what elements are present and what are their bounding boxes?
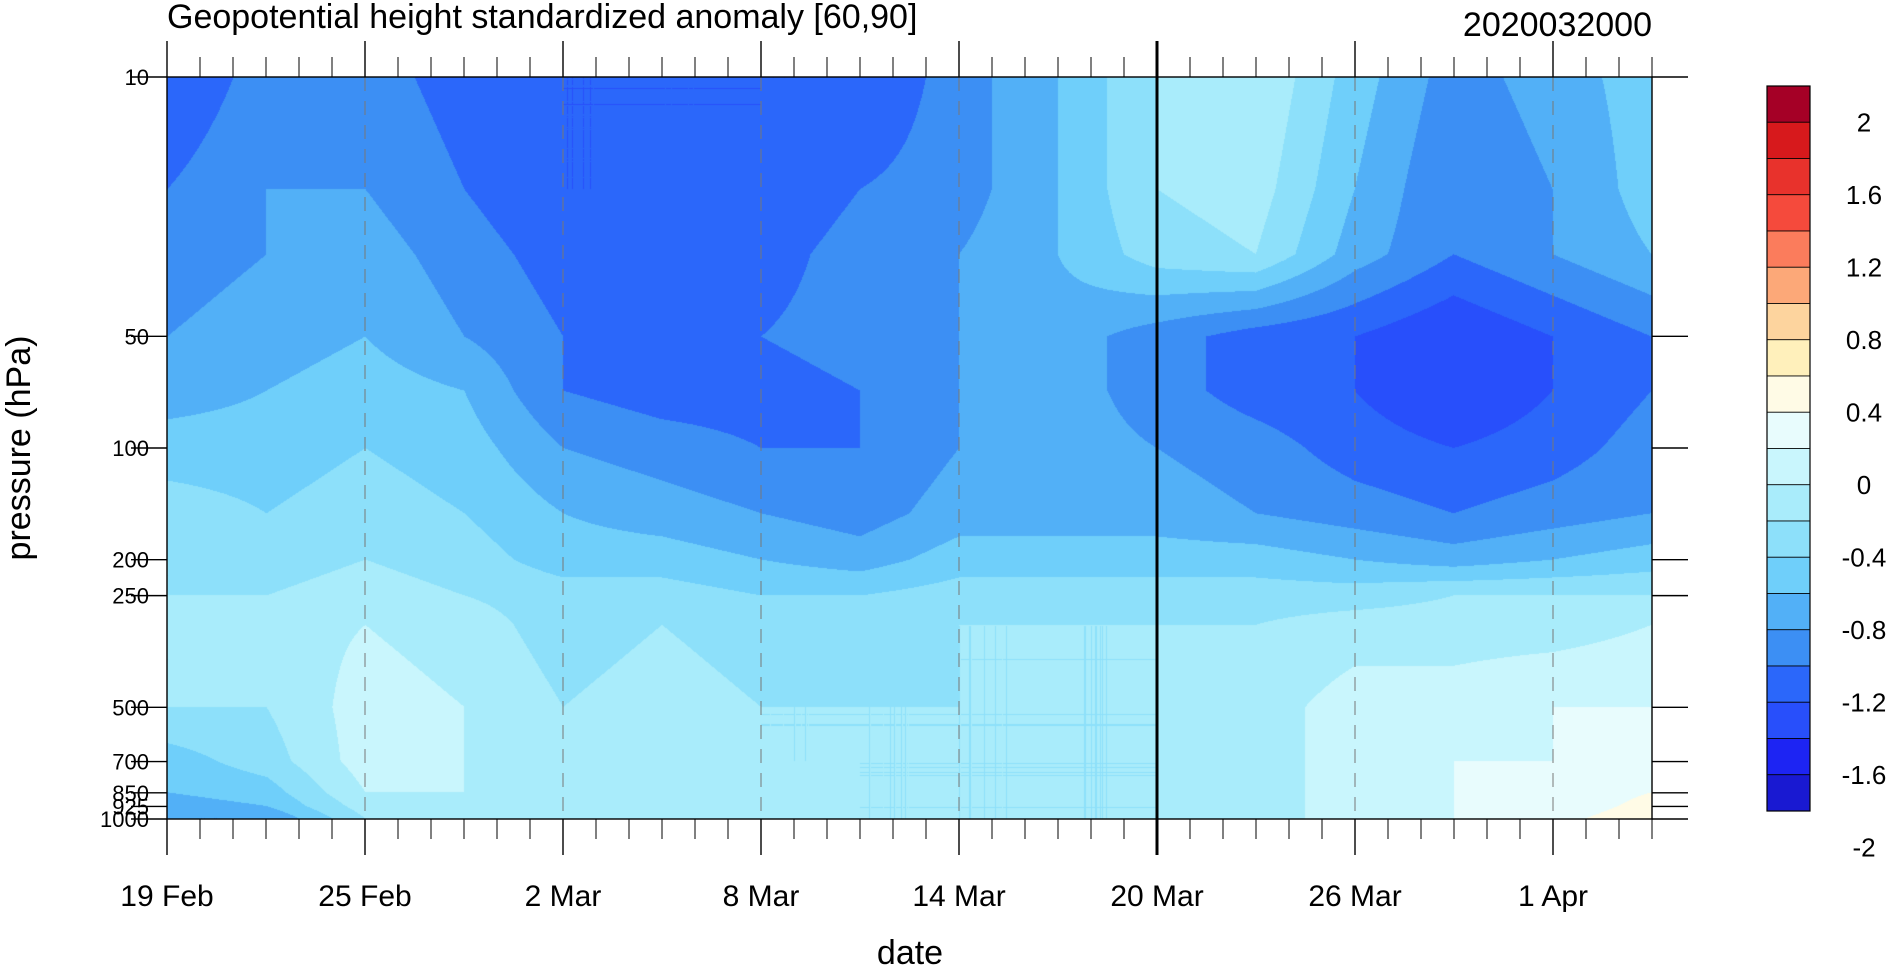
colorbar-label: 1.6 xyxy=(1846,180,1882,210)
colorbar-label: -1.2 xyxy=(1842,687,1887,717)
x-axis-label: date xyxy=(877,934,943,969)
date-tick-label: 2 Mar xyxy=(525,880,602,913)
colorbar-label: 0 xyxy=(1857,470,1871,500)
colorbar-swatch xyxy=(1766,158,1811,196)
y-axis-label: pressure (hPa) xyxy=(0,336,38,561)
colorbar-swatch xyxy=(1766,665,1811,703)
pressure-tick-label: 250 xyxy=(112,584,149,609)
pressure-tick-label: 100 xyxy=(112,436,149,461)
date-tick-label: 20 Mar xyxy=(1110,880,1203,913)
date-tick-label: 1 Apr xyxy=(1518,880,1588,913)
colorbar-swatch xyxy=(1766,85,1811,123)
colorbar-swatch xyxy=(1766,448,1811,486)
colorbar-swatch xyxy=(1766,629,1811,667)
colorbar-swatch xyxy=(1766,520,1811,558)
pressure-tick-label: 50 xyxy=(125,324,149,349)
date-tick-label: 26 Mar xyxy=(1308,880,1401,913)
date-gridlines xyxy=(166,77,1554,819)
pressure-tick-label: 500 xyxy=(112,695,149,720)
chart-date-stamp: 2020032000 xyxy=(1463,6,1652,44)
colorbar-label: -2 xyxy=(1852,832,1875,862)
colorbar-swatch xyxy=(1766,484,1811,522)
colorbar-label: -0.8 xyxy=(1842,615,1887,645)
pressure-tick-label: 700 xyxy=(112,750,149,775)
date-ticks xyxy=(166,41,1554,855)
colorbar-label: -1.6 xyxy=(1842,760,1887,790)
colorbar-labels: 2 1.6 1.2 0.8 0.4 0 -0.4 -0.8 -1.2 -1.6 -2 xyxy=(1842,107,1887,862)
pressure-tick-label: 1000 xyxy=(100,807,149,832)
date-tick-label: 14 Mar xyxy=(912,880,1005,913)
pressure-tick-label: 200 xyxy=(112,548,149,573)
colorbar-swatch xyxy=(1766,701,1811,739)
colorbar-swatch xyxy=(1766,339,1811,377)
colorbar-swatch xyxy=(1766,194,1811,232)
plot-area xyxy=(131,41,1688,855)
colorbar xyxy=(1766,85,1811,812)
colorbar-swatch xyxy=(1766,593,1811,631)
colorbar-swatch xyxy=(1766,230,1811,268)
colorbar-swatch xyxy=(1766,121,1811,159)
colorbar-label: 1.2 xyxy=(1846,252,1882,282)
pressure-tick-label: 10 xyxy=(125,65,149,90)
colorbar-frame xyxy=(1766,85,1811,812)
date-tick-labels: 19 Feb 25 Feb 2 Mar 8 Mar 14 Mar 20 Mar 26 Mar… xyxy=(120,880,1588,913)
pressure-tick-label: 925 xyxy=(112,794,149,819)
colorbar-label: -0.4 xyxy=(1842,542,1887,572)
colorbar-swatch xyxy=(1766,774,1811,812)
date-minor-ticks xyxy=(199,57,1653,839)
date-tick-label: 19 Feb xyxy=(120,880,213,913)
contour-fill xyxy=(167,77,1652,819)
colorbar-swatch xyxy=(1766,411,1811,449)
colorbar-swatch xyxy=(1766,303,1811,341)
pressure-ticks xyxy=(131,76,1688,820)
colorbar-label: 0.4 xyxy=(1846,397,1882,427)
date-tick-label: 8 Mar xyxy=(723,880,800,913)
colorbar-swatch xyxy=(1766,738,1811,776)
colorbar-swatch xyxy=(1766,266,1811,304)
date-tick-label: 25 Feb xyxy=(318,880,411,913)
chart-title: Geopotential height standardized anomaly… xyxy=(167,0,917,36)
colorbar-label: 0.8 xyxy=(1846,325,1882,355)
colorbar-swatch xyxy=(1766,556,1811,594)
colorbar-label: 2 xyxy=(1857,107,1871,137)
colorbar-swatch xyxy=(1766,375,1811,413)
pressure-tick-label: 850 xyxy=(112,781,149,806)
